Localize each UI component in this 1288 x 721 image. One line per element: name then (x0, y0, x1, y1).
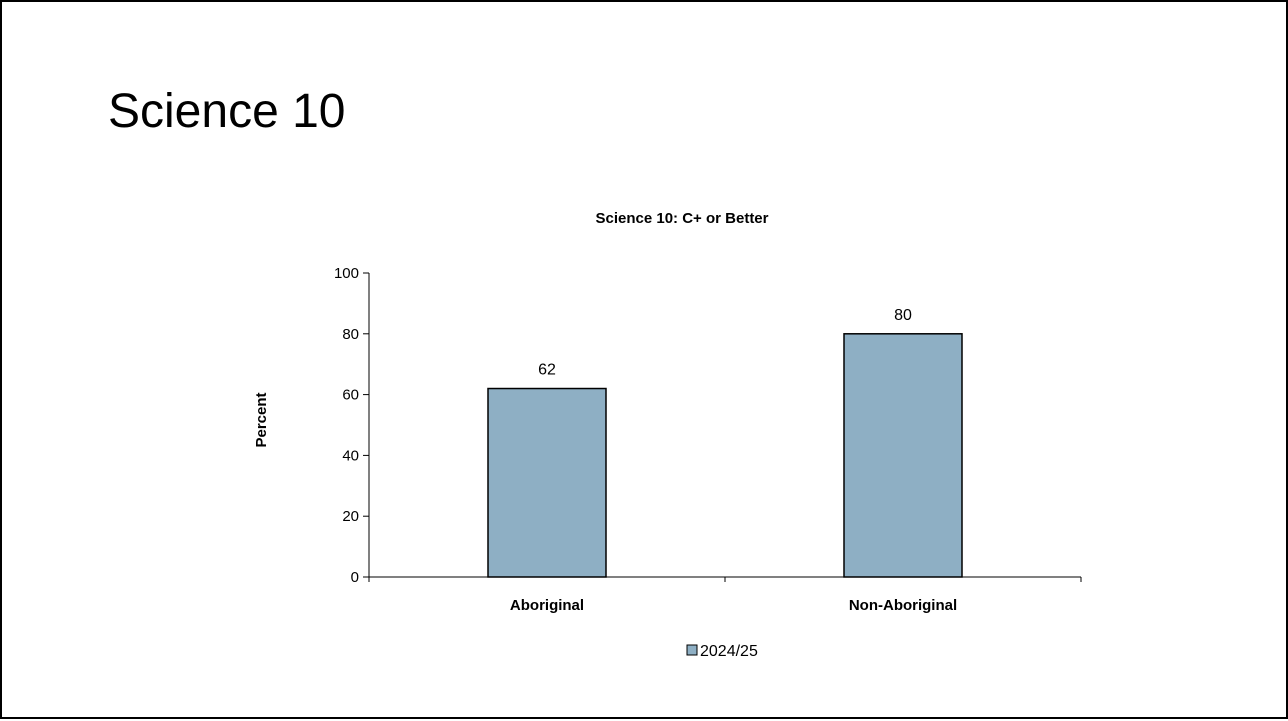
y-axis-label: Percent (253, 392, 270, 447)
y-tick-label: 20 (342, 508, 359, 525)
data-label: 62 (538, 362, 556, 379)
chart-title: Science 10: C+ or Better (596, 210, 769, 227)
legend-swatch (686, 644, 698, 656)
data-label: 80 (894, 307, 912, 324)
plot-area: 0 20 40 60 80 100 62 Aboriginal 80 Non-Aboriginal (334, 265, 1082, 614)
x-category-label: Aboriginal (510, 597, 584, 614)
y-tick-label: 60 (342, 387, 359, 404)
x-category-label: Non-Aboriginal (849, 597, 957, 614)
legend: 2024/25 (686, 643, 758, 660)
y-tick-label: 0 (351, 569, 359, 586)
y-tick-label: 100 (334, 265, 359, 282)
bar (843, 333, 963, 578)
legend-label: 2024/25 (700, 643, 758, 660)
slide-title: Science 10 (108, 85, 346, 138)
y-tick-label: 40 (342, 447, 359, 464)
bar (487, 387, 607, 578)
y-tick-label: 80 (342, 326, 359, 343)
